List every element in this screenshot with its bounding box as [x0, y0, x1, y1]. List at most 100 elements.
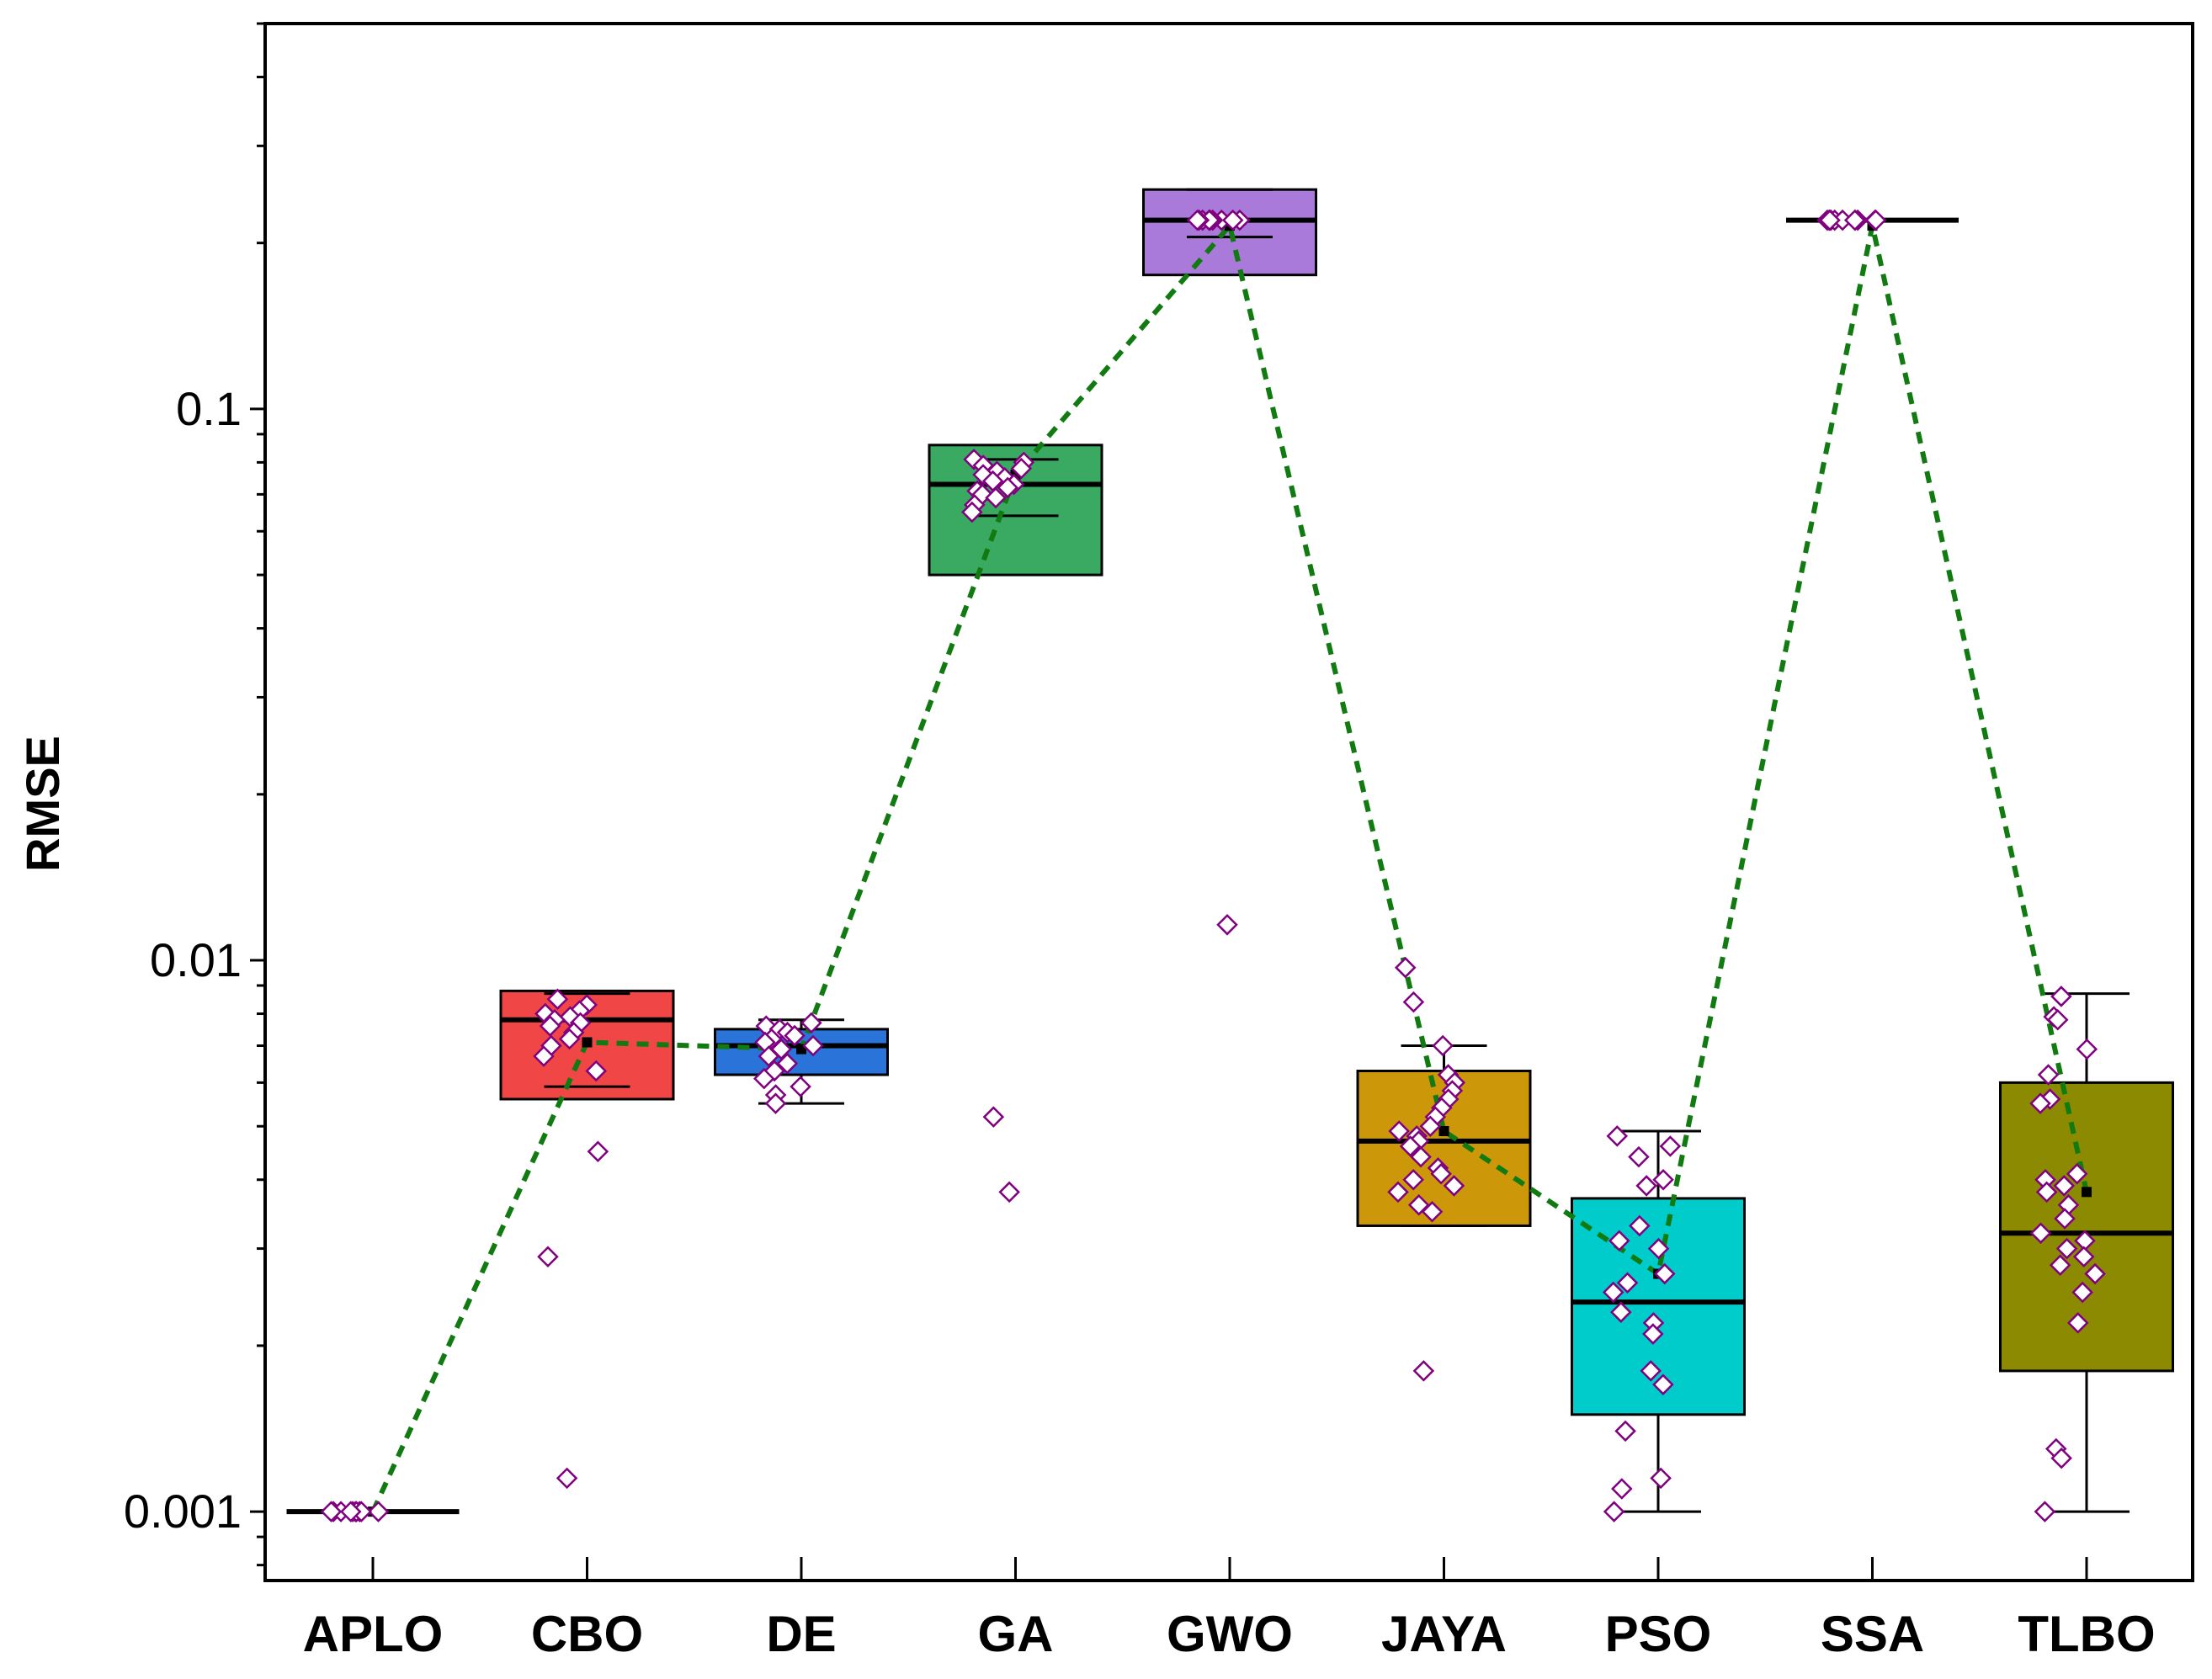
y-tick-label: 0.01	[150, 933, 242, 986]
data-point	[1430, 1162, 1452, 1185]
mean-marker	[1438, 1125, 1449, 1136]
data-point	[1010, 457, 1033, 480]
mean-trend-line	[370, 220, 2089, 1513]
y-axis-title: RMSE	[16, 736, 69, 872]
x-tick-label: CBO	[531, 1606, 643, 1662]
data-point	[1642, 1323, 1664, 1345]
data-point	[1186, 209, 1209, 231]
data-point	[1221, 209, 1244, 231]
y-tick-label: 0.1	[176, 382, 242, 435]
y-tick-label: 0.001	[124, 1485, 242, 1538]
data-point	[2072, 1246, 2095, 1267]
data-point	[1652, 1168, 1674, 1191]
data-point	[2050, 1447, 2072, 1469]
data-point	[1388, 1120, 1410, 1142]
data-point	[2039, 1088, 2061, 1110]
data-point	[587, 1140, 609, 1162]
x-tick-label: TLBO	[2018, 1606, 2155, 1662]
data-point	[585, 1060, 608, 1082]
data-point	[2034, 1501, 2056, 1522]
x-tick-label: SSA	[1821, 1606, 1924, 1662]
data-point	[2035, 1181, 2058, 1203]
data-point	[2046, 1008, 2069, 1031]
data-point	[2054, 1208, 2076, 1230]
data-point	[800, 1012, 822, 1034]
data-point	[533, 1045, 555, 1067]
x-tick-label: JAYA	[1381, 1606, 1507, 1662]
data-point	[758, 1045, 780, 1067]
data-point	[1419, 1115, 1442, 1138]
data-point	[1653, 1262, 1676, 1285]
data-point	[763, 1060, 785, 1082]
data-point	[2049, 1254, 2071, 1276]
mean-marker	[582, 1037, 593, 1048]
x-tick-label: GA	[978, 1606, 1054, 1662]
data-point	[1402, 991, 1425, 1013]
data-point	[1410, 1145, 1432, 1168]
data-point	[1640, 1360, 1662, 1382]
data-point	[1399, 1135, 1422, 1157]
data-point	[1611, 1478, 1633, 1500]
data-point	[2066, 1162, 2088, 1185]
data-point	[790, 1076, 811, 1097]
data-point	[367, 1501, 390, 1522]
x-tick-label: DE	[766, 1606, 836, 1662]
data-point	[1608, 1230, 1630, 1252]
data-point	[1394, 956, 1417, 979]
data-point	[1412, 1360, 1435, 1382]
x-tick-label: GWO	[1167, 1606, 1293, 1662]
data-point	[961, 501, 983, 523]
data-point	[1443, 1175, 1465, 1197]
data-point	[1614, 1420, 1636, 1443]
data-point	[752, 1067, 775, 1090]
data-point	[997, 476, 1018, 499]
data-point	[1864, 209, 1887, 231]
data-point	[1628, 1145, 1650, 1168]
data-point	[1659, 1135, 1682, 1157]
data-point	[556, 1467, 578, 1490]
box	[1999, 1081, 2174, 1373]
data-point	[339, 1501, 362, 1522]
data-point	[2053, 1175, 2076, 1197]
data-point	[2050, 986, 2072, 1007]
data-point	[558, 1028, 581, 1050]
data-point	[2055, 1237, 2078, 1260]
data-point	[802, 1034, 824, 1057]
data-point	[2076, 1038, 2098, 1060]
x-tick-label: APLO	[303, 1606, 444, 1662]
mean-marker	[2082, 1187, 2092, 1198]
data-point	[1616, 1272, 1639, 1294]
data-point	[1652, 1373, 1674, 1395]
data-point	[784, 1024, 806, 1047]
data-point	[776, 1052, 799, 1075]
data-point	[2066, 1312, 2089, 1334]
x-tick-label: PSO	[1605, 1606, 1712, 1662]
data-point	[1407, 1193, 1430, 1216]
data-point	[1819, 209, 1841, 231]
data-point	[546, 988, 569, 1011]
data-point	[998, 1181, 1020, 1203]
data-point	[1432, 1034, 1454, 1057]
data-point	[539, 1015, 561, 1037]
data-point	[2071, 1281, 2093, 1304]
data-point	[1387, 1181, 1409, 1203]
data-point	[1606, 1125, 1629, 1147]
data-point	[1650, 1467, 1672, 1490]
data-point	[985, 486, 1007, 509]
data-point	[1216, 914, 1238, 936]
data-point	[320, 1501, 343, 1522]
data-point	[1402, 1168, 1424, 1191]
data-point	[2029, 1222, 2052, 1244]
data-point	[2037, 1064, 2060, 1086]
data-point	[1635, 1175, 1657, 1197]
data-point	[764, 1092, 787, 1114]
data-point	[2029, 1092, 2051, 1114]
data-point	[1610, 1301, 1632, 1323]
data-point	[1421, 1200, 1444, 1223]
plot-body	[250, 22, 265, 1567]
data-point	[1603, 1501, 1625, 1522]
data-point	[1629, 1214, 1651, 1237]
data-point	[537, 1246, 559, 1267]
data-point	[982, 1106, 1005, 1128]
